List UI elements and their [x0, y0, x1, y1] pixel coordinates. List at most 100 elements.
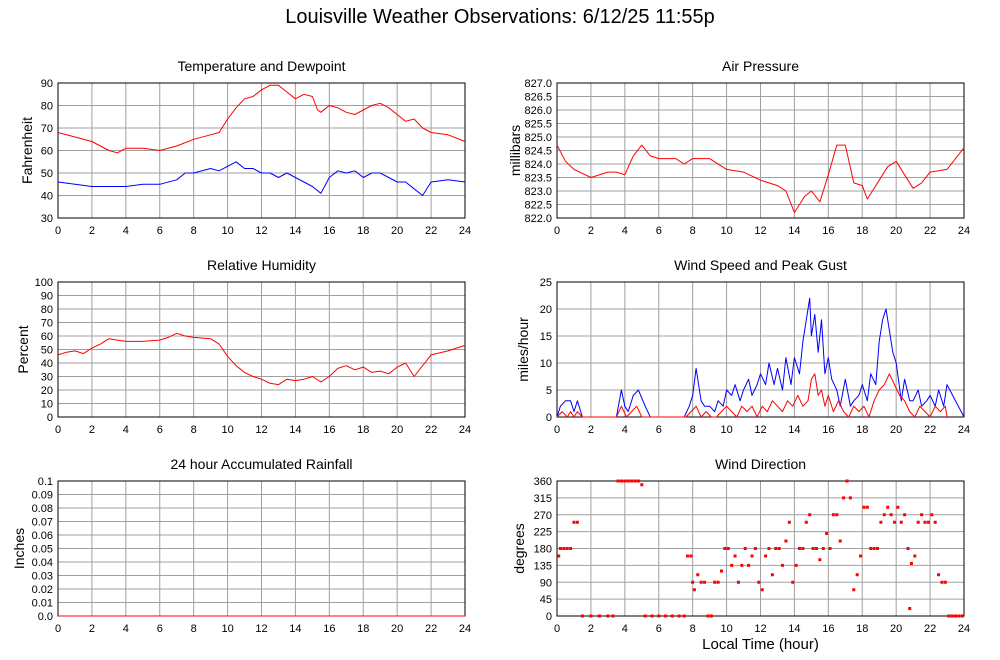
data-point	[696, 573, 700, 577]
y-axis-label: Percent	[15, 325, 31, 373]
x-axis-label: Local Time (hour)	[702, 636, 819, 653]
data-point	[940, 580, 944, 584]
x-tick-label: 12	[754, 623, 766, 635]
data-point	[664, 614, 668, 618]
data-point	[845, 479, 849, 483]
data-point	[682, 614, 686, 618]
data-point	[777, 547, 781, 550]
data-point	[558, 547, 562, 550]
y-tick-label: 30	[41, 372, 53, 384]
chart-title: Temperature and Dewpoint	[177, 58, 345, 74]
data-point	[643, 614, 647, 618]
x-tick-label: 18	[856, 225, 868, 237]
x-tick-label: 22	[924, 225, 936, 237]
data-point	[740, 563, 744, 567]
data-point	[713, 580, 717, 584]
data-point	[798, 547, 802, 550]
data-point	[640, 483, 644, 487]
x-tick-label: 8	[690, 623, 696, 635]
y-tick-label: 0	[546, 412, 552, 424]
y-tick-label: 10	[540, 358, 552, 370]
x-tick-label: 16	[822, 225, 834, 237]
x-tick-label: 2	[89, 623, 95, 635]
page-title: Louisville Weather Observations: 6/12/25…	[285, 6, 715, 28]
y-tick-label: 0	[47, 412, 53, 424]
data-point	[808, 513, 812, 517]
data-point	[670, 614, 674, 618]
x-tick-label: 22	[425, 623, 437, 635]
data-point	[821, 547, 825, 550]
x-tick-label: 14	[788, 424, 800, 436]
y-tick-label: 0.01	[32, 598, 53, 610]
data-point	[757, 580, 761, 584]
data-point	[814, 547, 818, 550]
y-tick-label: 0.04	[32, 557, 53, 569]
data-point	[852, 588, 856, 592]
x-tick-label: 16	[822, 623, 834, 635]
y-tick-label: 825.5	[524, 119, 552, 131]
data-point	[611, 614, 615, 618]
data-point	[747, 563, 751, 567]
data-point	[692, 588, 696, 592]
x-tick-label: 24	[459, 623, 471, 635]
y-tick-label: 826.0	[524, 105, 552, 117]
data-point	[889, 513, 893, 517]
data-point	[828, 547, 832, 550]
data-point	[926, 520, 930, 524]
data-point	[825, 532, 829, 535]
data-point	[876, 547, 880, 550]
y-tick-label: 360	[534, 476, 552, 488]
data-point	[879, 520, 883, 524]
plot-frame	[57, 281, 466, 418]
y-tick-label: 0.09	[32, 490, 53, 502]
x-tick-label: 12	[255, 424, 267, 436]
x-tick-label: 8	[191, 225, 197, 237]
x-tick-label: 18	[357, 225, 369, 237]
data-point	[784, 539, 788, 543]
data-point	[801, 547, 805, 550]
data-point	[606, 614, 610, 618]
y-tick-label: 70	[41, 123, 53, 135]
data-point	[908, 607, 912, 610]
data-point	[626, 479, 630, 483]
y-tick-label: 827.0	[524, 78, 552, 90]
x-tick-label: 14	[788, 623, 800, 635]
x-tick-label: 20	[391, 623, 403, 635]
data-point	[859, 554, 863, 558]
x-tick-label: 0	[55, 225, 61, 237]
x-tick-label: 24	[958, 623, 970, 635]
x-tick-label: 14	[289, 225, 301, 237]
x-tick-label: 0	[554, 623, 560, 635]
data-point	[770, 573, 774, 577]
y-tick-label: 70	[41, 318, 53, 330]
chart-title: Wind Speed and Peak Gust	[674, 257, 847, 273]
x-tick-label: 22	[924, 623, 936, 635]
plot-frame	[556, 82, 965, 219]
data-point	[892, 520, 896, 524]
series-line-2	[556, 373, 948, 418]
y-tick-label: 10	[41, 399, 53, 411]
data-point	[677, 614, 681, 618]
data-point	[699, 580, 703, 584]
x-tick-label: 10	[221, 623, 233, 635]
x-tick-label: 18	[856, 623, 868, 635]
series-line-1	[556, 144, 965, 214]
data-point	[882, 513, 886, 517]
y-tick-label: 826.5	[524, 92, 552, 104]
x-tick-label: 22	[924, 424, 936, 436]
y-tick-label: 824.0	[524, 159, 552, 171]
x-tick-label: 0	[55, 424, 61, 436]
x-tick-label: 10	[720, 424, 732, 436]
y-tick-label: 0.1	[38, 476, 53, 488]
y-axis-label: Fahrenheit	[19, 117, 35, 184]
data-point	[937, 573, 941, 577]
x-tick-label: 6	[157, 424, 163, 436]
data-point	[886, 505, 890, 509]
data-point	[835, 513, 839, 517]
x-tick-label: 2	[588, 424, 594, 436]
data-point	[703, 580, 707, 584]
